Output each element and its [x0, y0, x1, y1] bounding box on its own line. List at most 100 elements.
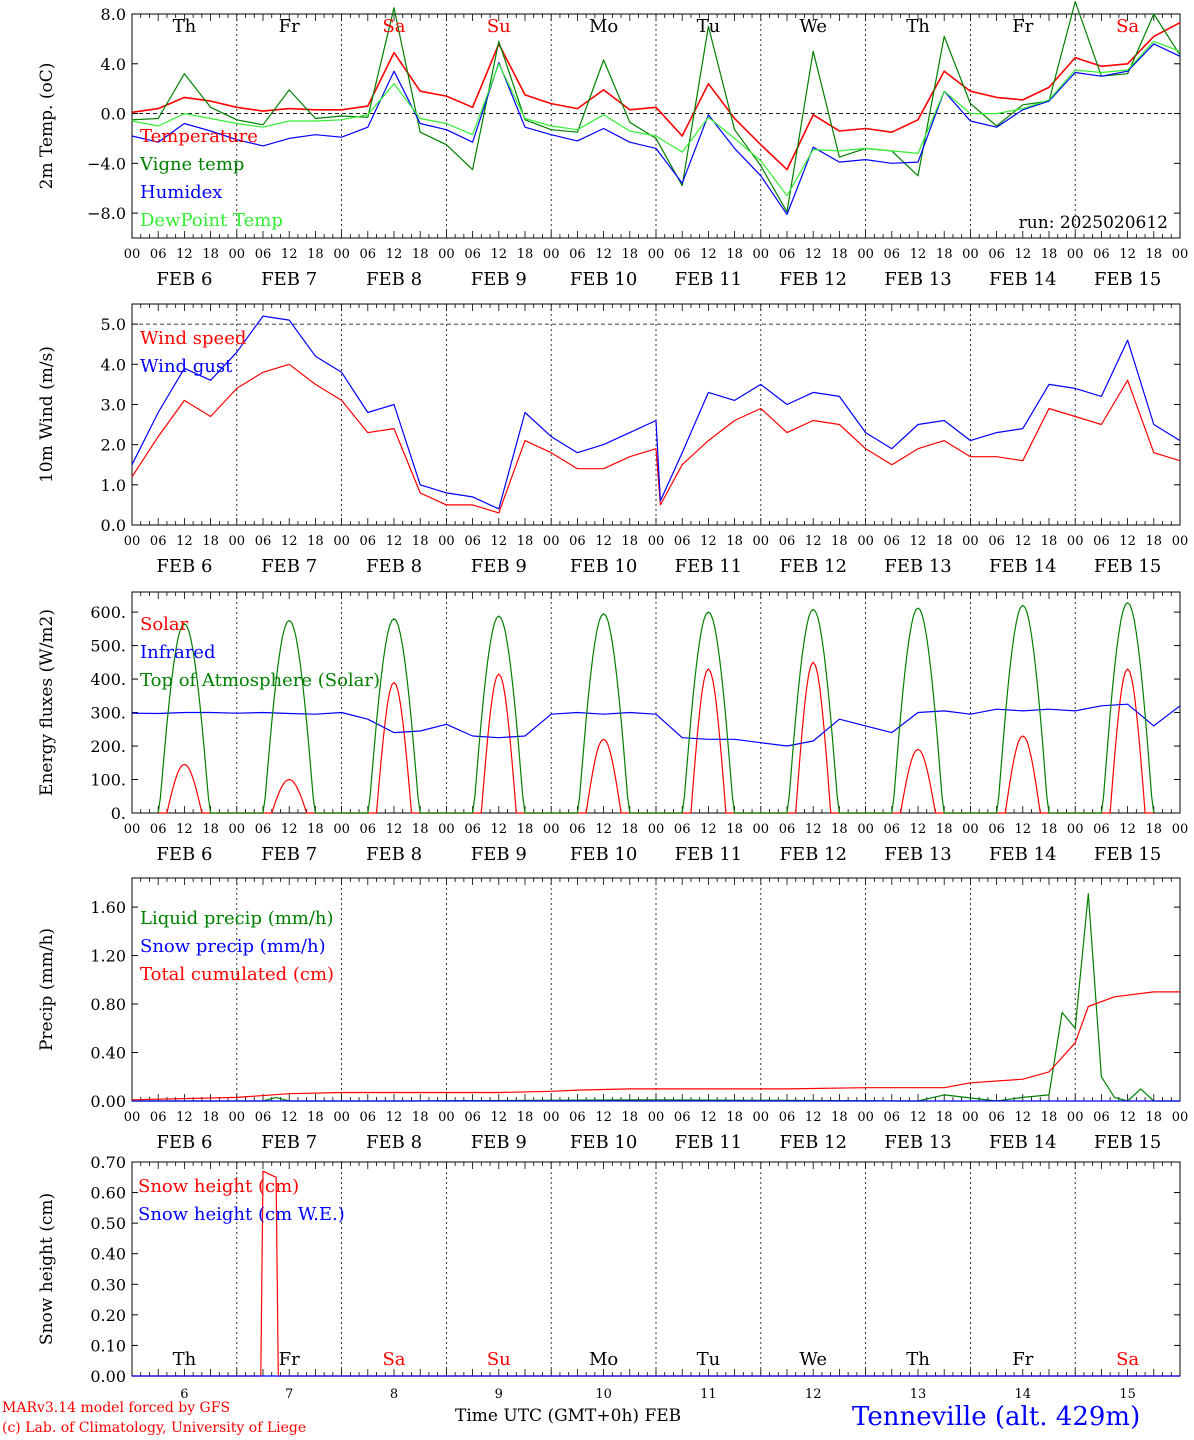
x-hour-label: 00 [648, 247, 665, 262]
series-line-wind-speed [131, 363, 1181, 514]
x-date-label: FEB 12 [779, 1132, 846, 1153]
legend-entry: Vigne temp [139, 154, 244, 175]
x-date-label: FEB 15 [1094, 1132, 1161, 1153]
x-hour-label: 12 [491, 1110, 508, 1125]
x-hour-label: 00 [543, 1110, 560, 1125]
x-hour-label: 00 [124, 534, 141, 549]
x-hour-label: 00 [648, 534, 665, 549]
x-hour-label: 00 [753, 822, 770, 837]
x-hour-label: 18 [412, 247, 429, 262]
series-line-dewpoint-temp [131, 40, 1181, 197]
day-number: 15 [1119, 1387, 1136, 1402]
x-hour-label: 12 [595, 1110, 612, 1125]
x-hour-label: 00 [1172, 1110, 1189, 1125]
x-hour-label: 00 [1067, 822, 1084, 837]
x-date-label: FEB 8 [366, 269, 422, 290]
x-hour-label: 00 [857, 247, 874, 262]
day-name: We [799, 16, 827, 37]
x-hour-label: 18 [622, 247, 639, 262]
series-line-top-of-atmosphere-solar- [157, 602, 1155, 814]
x-hour-label: 12 [1015, 534, 1032, 549]
x-hour-label: 06 [360, 534, 377, 549]
x-hour-label: 12 [910, 1110, 927, 1125]
x-hour-label: 00 [543, 247, 560, 262]
y-tick-label: 100. [90, 771, 126, 790]
legend-entry: Top of Atmosphere (Solar) [140, 670, 380, 691]
x-hour-label: 06 [255, 1110, 272, 1125]
x-hour-label: 06 [779, 534, 796, 549]
day-name: Su [487, 16, 511, 37]
x-date-label: FEB 10 [570, 556, 637, 577]
x-date-label: FEB 15 [1094, 556, 1161, 577]
x-hour-label: 00 [438, 534, 455, 549]
x-ticks [131, 14, 1181, 238]
x-date-label: FEB 13 [884, 269, 951, 290]
x-hour-label: 00 [229, 247, 246, 262]
x-hour-label: 12 [595, 534, 612, 549]
x-hour-label: 18 [307, 534, 324, 549]
panel-5 [131, 1161, 1181, 1377]
y-tick-label: 0. [111, 804, 126, 823]
x-hour-label: 12 [910, 247, 927, 262]
x-hour-label: 06 [569, 1110, 586, 1125]
x-hour-label: 18 [412, 1110, 429, 1125]
x-hour-label: 18 [936, 822, 953, 837]
x-hour-label: 18 [1146, 822, 1163, 837]
x-hour-label: 00 [962, 534, 979, 549]
x-hour-label: 06 [884, 247, 901, 262]
x-hour-label: 18 [517, 247, 534, 262]
day-name: Sa [382, 16, 405, 37]
panel-4 [131, 877, 1181, 1102]
y-tick-label: 3.0 [101, 395, 126, 414]
x-hour-label: 00 [1067, 247, 1084, 262]
x-hour-label: 00 [333, 822, 350, 837]
x-hour-label: 18 [1146, 247, 1163, 262]
y-tick-label: 5.0 [101, 315, 126, 334]
day-number: 13 [910, 1387, 927, 1402]
x-hour-label: 18 [726, 534, 743, 549]
x-hour-label: 00 [1172, 534, 1189, 549]
day-name: Th [173, 16, 197, 37]
x-hour-label: 18 [202, 534, 219, 549]
x-hour-label: 06 [464, 247, 481, 262]
x-ticks [131, 304, 1181, 525]
day-number: 8 [390, 1387, 398, 1402]
x-date-label: FEB 9 [471, 844, 527, 865]
panel-1 [131, 1, 1181, 239]
x-date-label: FEB 7 [261, 844, 317, 865]
x-hour-label: 12 [491, 534, 508, 549]
x-hour-label: 18 [831, 1110, 848, 1125]
x-date-label: FEB 10 [570, 269, 637, 290]
x-date-label: FEB 13 [884, 844, 951, 865]
legend-entry: Wind speed [140, 328, 246, 349]
legend-entry: Total cumulated (cm) [140, 964, 334, 985]
x-hour-label: 06 [150, 1110, 167, 1125]
x-hour-label: 06 [569, 247, 586, 262]
x-hour-label: 00 [857, 1110, 874, 1125]
x-hour-label: 06 [569, 822, 586, 837]
model-credit: MARv3.14 model forced by GFS [2, 1400, 231, 1416]
day-name: Th [173, 1349, 197, 1370]
x-hour-label: 18 [622, 1110, 639, 1125]
x-hour-label: 12 [1015, 1110, 1032, 1125]
day-name: Th [906, 16, 930, 37]
x-hour-label: 18 [1146, 1110, 1163, 1125]
x-hour-label: 00 [438, 1110, 455, 1125]
x-hour-label: 18 [412, 534, 429, 549]
x-hour-label: 06 [884, 822, 901, 837]
x-date-label: FEB 9 [471, 269, 527, 290]
x-date-label: FEB 13 [884, 1132, 951, 1153]
x-hour-label: 12 [805, 534, 822, 549]
y-tick-label: 4.0 [101, 55, 126, 74]
y-tick-label: 0.20 [90, 1306, 126, 1325]
y-tick-label: 8.0 [101, 5, 126, 24]
x-date-label: FEB 9 [471, 1132, 527, 1153]
x-hour-label: 06 [674, 1110, 691, 1125]
x-hour-label: 06 [1093, 822, 1110, 837]
y-axis-label: Snow height (cm) [37, 1193, 57, 1345]
x-hour-label: 18 [622, 822, 639, 837]
legend-entry: Solar [140, 614, 189, 635]
day-name: Tu [697, 16, 721, 37]
x-hour-label: 18 [622, 534, 639, 549]
